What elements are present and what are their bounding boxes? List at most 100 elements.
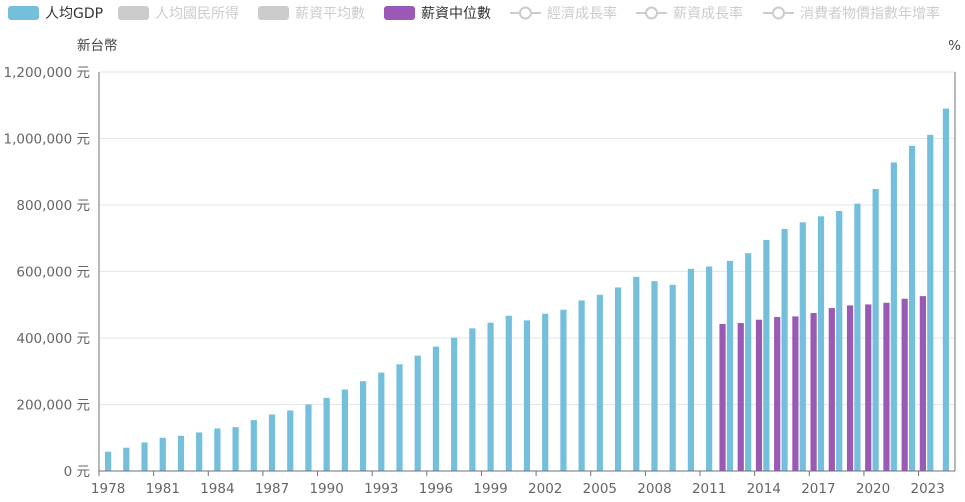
bar-gdp: [141, 442, 148, 471]
x-tick-label: 1999: [473, 481, 507, 497]
bar-gdp: [414, 355, 421, 471]
bar-median-wage: [919, 296, 926, 471]
bar-median-wage: [737, 323, 744, 471]
bar-gdp: [578, 300, 585, 471]
bar-gdp: [232, 427, 239, 471]
legend-swatch: [384, 6, 415, 20]
y-axis-left-unit: 新台幣: [77, 38, 118, 54]
x-tick-label: 2002: [528, 481, 562, 497]
legend-swatch: [8, 6, 39, 20]
bar-gdp: [432, 346, 440, 471]
bar-gdp: [359, 381, 367, 471]
bar-gdp: [123, 447, 130, 471]
bar-gdp: [560, 309, 567, 471]
bar-gdp: [505, 315, 512, 471]
x-tick-label: 2014: [747, 481, 781, 497]
bar-gdp: [378, 372, 385, 471]
legend-marker: [519, 6, 532, 20]
y-tick-label: 0 元: [64, 464, 90, 480]
y-tick-label: 800,000 元: [16, 198, 90, 214]
x-tick-label: 2023: [911, 481, 945, 497]
legend-item[interactable]: 薪資中位數: [384, 6, 491, 22]
legend-label: 經濟成長率: [547, 5, 617, 22]
bar-median-wage: [846, 305, 854, 471]
bar-gdp: [396, 364, 403, 471]
legend-label: 消費者物價指數年增率: [800, 5, 940, 22]
y-axis-right-unit: %: [948, 38, 961, 54]
bar-gdp: [927, 134, 934, 471]
bar-gdp: [305, 404, 312, 471]
bar-gdp: [177, 435, 185, 471]
bar-gdp: [451, 337, 458, 471]
x-tick-label: 1996: [419, 481, 453, 497]
bar-median-wage: [774, 317, 781, 471]
bar-gdp: [872, 189, 879, 472]
bar-gdp: [523, 320, 531, 471]
bar-median-wage: [865, 304, 872, 471]
bar-gdp: [908, 145, 916, 471]
legend-label: 人均GDP: [45, 6, 103, 22]
bar-median-wage: [792, 316, 799, 471]
bar-gdp: [214, 428, 221, 471]
bar-median-wage: [719, 324, 726, 471]
legend-marker: [645, 6, 658, 20]
bar-gdp: [836, 210, 843, 472]
bar-gdp: [817, 216, 825, 471]
y-axis-ticks: 0 元 200,000 元 400,000 元 600,000 元 800,000 元 1…: [4, 65, 91, 480]
bar-gdp: [942, 108, 949, 471]
bar-gdp: [287, 410, 294, 471]
bar-gdp: [706, 266, 713, 471]
bar-gdp: [854, 203, 861, 472]
x-tick-label: 1987: [255, 481, 289, 497]
legend-label: 薪資平均數: [295, 6, 365, 22]
x-tick-label: 1978: [91, 481, 125, 497]
legend-label: 薪資成長率: [673, 5, 743, 22]
y-tick-label: 1,200,000 元: [4, 65, 91, 81]
bar-gdp: [469, 328, 476, 471]
bar-median-wage: [901, 298, 908, 471]
y-tick-label: 600,000 元: [16, 265, 90, 281]
bar-gdp: [633, 276, 640, 471]
legend-label: 人均國民所得: [155, 5, 239, 22]
bar-gdp: [687, 268, 695, 471]
x-tick-label: 2011: [692, 481, 726, 497]
x-axis-ticks: 1978 1981 1984 1987 1990 1993 1996 1999 2002 2005…: [91, 471, 945, 497]
x-tick-label: 1981: [146, 481, 180, 497]
bars: [105, 108, 949, 472]
bar-gdp: [105, 451, 112, 471]
y-tick-label: 1,000,000 元: [4, 132, 91, 148]
legend-marker: [772, 6, 785, 20]
legend-item[interactable]: 人均國民所得: [118, 5, 239, 22]
x-tick-label: 1984: [200, 481, 234, 497]
x-tick-label: 1993: [364, 481, 398, 497]
y-tick-label: 400,000 元: [16, 331, 90, 347]
y-tick-label: 200,000 元: [16, 398, 90, 414]
bar-gdp: [487, 322, 494, 471]
legend-swatch: [258, 6, 289, 20]
x-tick-label: 2005: [583, 481, 617, 497]
legend-item[interactable]: 消費者物價指數年增率: [763, 5, 940, 22]
bar-gdp: [268, 414, 276, 471]
bar-gdp: [542, 313, 549, 471]
bar-gdp: [196, 432, 203, 471]
x-tick-label: 2017: [801, 481, 835, 497]
bar-gdp: [341, 389, 348, 471]
bar-gdp: [781, 228, 788, 471]
legend[interactable]: 人均GDP 人均國民所得 薪資平均數 薪資中位數 經濟成長率 薪資成長率 消費者物價指數年增…: [8, 5, 940, 22]
legend-item[interactable]: 薪資成長率: [636, 5, 743, 22]
legend-item[interactable]: 薪資平均數: [258, 6, 365, 22]
bar-median-wage: [755, 319, 763, 471]
bar-gdp: [669, 284, 676, 471]
legend-item[interactable]: 人均GDP: [8, 6, 103, 22]
bar-gdp: [799, 222, 806, 471]
x-tick-label: 2020: [856, 481, 890, 497]
bar-gdp: [651, 281, 658, 471]
bar-median-wage: [883, 302, 890, 471]
axes: [98, 72, 956, 472]
legend-item[interactable]: 經濟成長率: [510, 5, 617, 22]
bar-median-wage: [828, 308, 835, 471]
bar-gdp: [250, 420, 257, 471]
bar-gdp: [890, 162, 897, 471]
bar-gdp: [596, 294, 603, 471]
